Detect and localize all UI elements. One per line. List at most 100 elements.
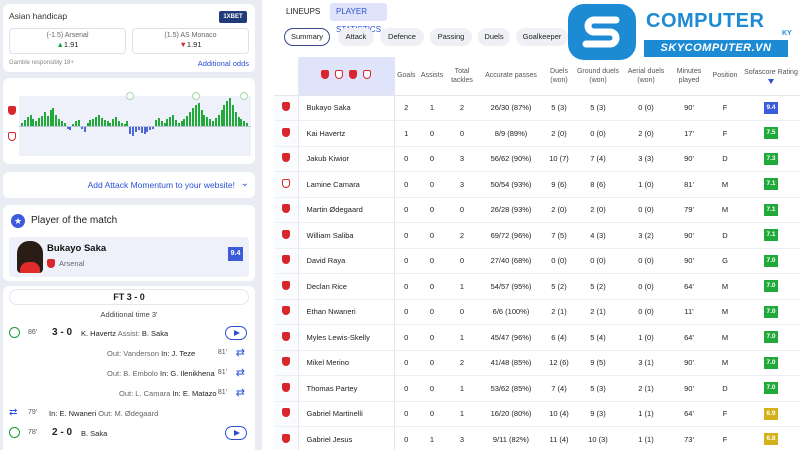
- attack-momentum-embed[interactable]: Add Attack Momentum to your website! ⌄: [3, 172, 255, 198]
- monaco-crest-icon[interactable]: [335, 69, 343, 79]
- player-out[interactable]: M. Ødegaard: [114, 409, 159, 418]
- player-name[interactable]: Ethan Nwaneri: [298, 299, 395, 325]
- col-goals[interactable]: Goals: [394, 57, 418, 96]
- momentum-bar: [217, 114, 220, 126]
- stat-tackles: 0: [446, 248, 478, 274]
- table-row[interactable]: Gabriel Jesus 0 1 3 9/11 (82%) 11 (4) 10 (3) 1 …: [274, 426, 800, 450]
- tab-lineups[interactable]: LINEUPS: [286, 7, 321, 16]
- stat-goals: 0: [394, 299, 418, 325]
- col-minutes[interactable]: Minutes played: [670, 57, 708, 96]
- player-in[interactable]: E. Nwaneri: [59, 409, 97, 418]
- chevron-down-icon[interactable]: ⌄: [240, 178, 249, 189]
- arsenal-crest-icon: [281, 204, 290, 214]
- tab-duels[interactable]: Duels: [478, 28, 510, 46]
- substitution-icon: ⇄: [235, 367, 245, 379]
- col-tackles[interactable]: Total tackles: [446, 57, 478, 96]
- player-name[interactable]: Thomas Partey: [298, 375, 395, 402]
- potm-player-row[interactable]: Bukayo Saka Arsenal 9.4: [9, 237, 249, 277]
- col-duels[interactable]: Duels (won): [544, 57, 574, 96]
- table-row[interactable]: Martin Ødegaard 0 0 0 26/28 (93%) 2 (0) 2 (0) 0…: [274, 197, 800, 223]
- col-ground-duels[interactable]: Ground duels (won): [574, 57, 622, 96]
- player-name[interactable]: Lamine Camara: [298, 171, 395, 198]
- player-in[interactable]: E. Matazo: [182, 389, 217, 398]
- momentum-bar: [23, 120, 26, 126]
- player-name[interactable]: Gabriel Martinelli: [298, 401, 395, 427]
- tab-goalkeeper[interactable]: Goalkeeper: [516, 28, 568, 46]
- player-name[interactable]: William Saliba: [298, 222, 395, 249]
- team-filter[interactable]: [298, 57, 395, 96]
- table-row[interactable]: Mikel Merino 0 0 2 41/48 (85%) 12 (6) 9 (5) 3 (…: [274, 350, 800, 376]
- col-rating[interactable]: Sofascore Rating: [742, 57, 800, 96]
- additional-odds-link[interactable]: Additional odds: [197, 59, 249, 68]
- tab-player-statistics[interactable]: PLAYER STATISTICS: [330, 3, 388, 34]
- stat-position: G: [708, 248, 742, 274]
- col-assists[interactable]: Assists: [418, 57, 446, 96]
- table-row[interactable]: Ethan Nwaneri 0 0 0 6/6 (100%) 2 (1) 2 (1) 0 (0…: [274, 299, 800, 325]
- player-in[interactable]: J. Teze: [171, 349, 196, 358]
- col-aerial-duels[interactable]: Aerial duels (won): [622, 57, 670, 96]
- stat-minutes: 17': [670, 120, 708, 147]
- table-row[interactable]: Thomas Partey 0 0 1 53/62 (85%) 7 (4) 5 (3) 2 (…: [274, 375, 800, 402]
- arsenal-crest-icon: [281, 382, 290, 392]
- odds-away-box[interactable]: (1.5) AS Monaco ▼1.91: [132, 28, 249, 54]
- player-name[interactable]: Myles Lewis-Skelly: [298, 324, 395, 351]
- stat-position: F: [708, 95, 742, 121]
- player-out[interactable]: L. Camara: [135, 389, 171, 398]
- tab-summary[interactable]: Summary: [284, 28, 330, 46]
- stat-minutes: 90': [670, 222, 708, 249]
- team-crest-cell: [274, 222, 299, 249]
- table-row[interactable]: Declan Rice 0 0 1 54/57 (95%) 5 (2) 5 (2) 0 (0)…: [274, 273, 800, 300]
- tab-attack[interactable]: Attack: [338, 28, 374, 46]
- match-timeline: FT 3 - 0 Additional time 3' 86' 3 - 0 K.…: [3, 286, 255, 450]
- momentum-bar: [100, 117, 103, 126]
- play-video-button[interactable]: [225, 426, 247, 440]
- col-accurate-passes[interactable]: Accurate passes: [478, 57, 544, 96]
- stat-minutes: 90': [670, 350, 708, 376]
- col-position[interactable]: Position: [708, 57, 742, 96]
- goal-marker-icon[interactable]: [191, 92, 200, 100]
- scorer-name[interactable]: K. Havertz: [81, 329, 117, 338]
- team-crest-cell: [274, 95, 299, 121]
- player-name[interactable]: Declan Rice: [298, 273, 395, 300]
- table-row[interactable]: William Saliba 0 0 2 69/72 (96%) 7 (5) 4 (3) 3 …: [274, 222, 800, 249]
- stat-tackles: 1: [446, 324, 478, 351]
- potm-player-name[interactable]: Bukayo Saka: [47, 243, 107, 254]
- monaco-crest-icon[interactable]: [363, 69, 371, 79]
- player-name[interactable]: Bukayo Saka: [298, 95, 395, 121]
- stat-duels: 10 (4): [544, 401, 574, 427]
- table-row[interactable]: Jakub Kiwior 0 0 3 56/62 (90%) 10 (7) 7 (4) 3 (…: [274, 146, 800, 172]
- table-row[interactable]: Kai Havertz 1 0 0 8/9 (89%) 2 (0) 0 (0) 2 (0) 17…: [274, 120, 800, 147]
- play-video-button[interactable]: [225, 326, 247, 340]
- stat-duels: 5 (2): [544, 273, 574, 300]
- arsenal-crest-icon[interactable]: [321, 69, 329, 79]
- player-in[interactable]: G. Ilenikhena: [170, 369, 215, 378]
- attack-momentum-link[interactable]: Add Attack Momentum to your website!: [87, 180, 235, 190]
- player-name[interactable]: Martin Ødegaard: [298, 197, 395, 223]
- goal-marker-icon[interactable]: [126, 92, 135, 100]
- event-description: Out: L. Camara In: E. Matazo: [119, 389, 217, 398]
- goal-marker-icon[interactable]: [240, 92, 249, 100]
- tab-passing[interactable]: Passing: [430, 28, 472, 46]
- player-out[interactable]: Vanderson: [123, 349, 160, 358]
- table-row[interactable]: Myles Lewis-Skelly 0 0 1 45/47 (96%) 6 (4) 5 (…: [274, 324, 800, 351]
- rating-cell: 7.0: [742, 273, 800, 300]
- player-name[interactable]: David Raya: [298, 248, 395, 274]
- player-name[interactable]: Jakub Kiwior: [298, 146, 395, 172]
- scorer-name[interactable]: B. Saka: [81, 429, 108, 438]
- table-row[interactable]: Gabriel Martinelli 0 0 1 16/20 (80%) 10 (4) 9 …: [274, 401, 800, 427]
- player-name[interactable]: Gabriel Jesus: [298, 426, 395, 450]
- assist-name[interactable]: B. Saka: [141, 329, 169, 338]
- momentum-bar: [180, 121, 183, 126]
- table-row[interactable]: Bukayo Saka 2 1 2 26/30 (87%) 5 (3) 5 (3) 0 (0)…: [274, 95, 800, 121]
- arsenal-crest-icon[interactable]: [349, 69, 357, 79]
- player-name[interactable]: Kai Havertz: [298, 120, 395, 147]
- table-row[interactable]: David Raya 0 0 0 27/40 (68%) 0 (0) 0 (0) 0 (0) 9…: [274, 248, 800, 274]
- momentum-bar: [40, 115, 43, 126]
- momentum-bar: [115, 116, 118, 126]
- tab-defence[interactable]: Defence: [380, 28, 424, 46]
- table-row[interactable]: Lamine Camara 0 0 3 50/54 (93%) 9 (6) 8 (6) 1 (…: [274, 171, 800, 198]
- bookmaker-logo[interactable]: 1XBET: [219, 11, 247, 23]
- player-name[interactable]: Mikel Merino: [298, 350, 395, 376]
- odds-home-box[interactable]: (-1.5) Arsenal ▲1.91: [9, 28, 126, 54]
- player-out[interactable]: B. Embolo: [123, 369, 158, 378]
